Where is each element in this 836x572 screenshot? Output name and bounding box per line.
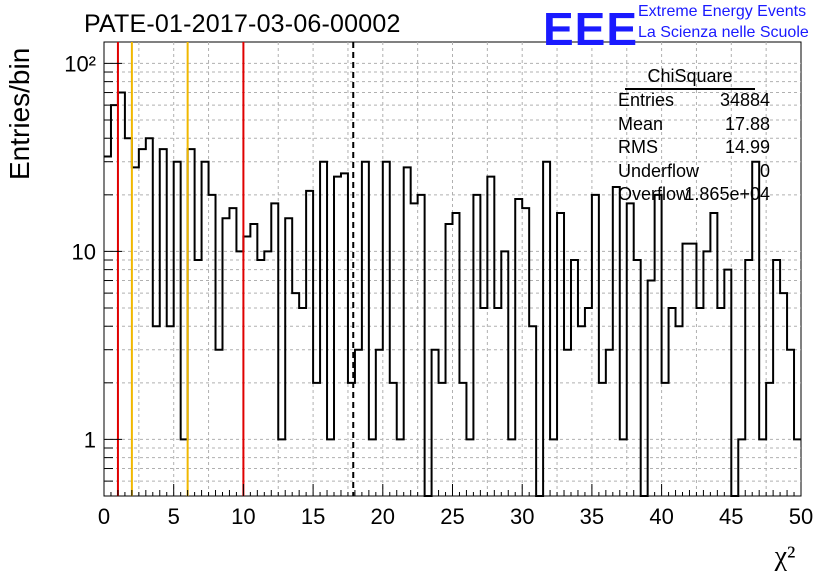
x-tick-label: 45 [719,504,743,529]
logo-line-2: La Scienza nelle Scuole [638,24,809,41]
logo-line-1: Extreme Energy Events [638,3,807,20]
stat-value: 17.88 [724,113,770,134]
stat-key: RMS [618,137,658,157]
stat-entries: Entries 34884 [610,90,770,114]
chart-title: PATE-01-2017-03-06-00002 [84,10,401,38]
x-tick-label: 15 [301,504,325,529]
stat-key: Overflow [618,184,690,204]
stat-rms: RMS 14.99 [610,137,770,161]
x-tick-label: 50 [789,504,813,529]
stat-mean: Mean 17.88 [610,114,770,138]
stat-value: 34884 [719,90,770,110]
y-tick-label: 1 [84,427,96,452]
x-tick-label: 30 [510,504,534,529]
stats-title: ChiSquare [610,62,770,90]
x-axis-label: χ² [774,541,796,572]
histogram-step-line [104,91,801,497]
stat-value: 14.99 [724,137,770,157]
stat-value: 1.865e+04 [684,184,770,204]
x-tick-label: 25 [440,504,464,529]
axis-ticks [103,62,802,497]
y-tick-label: 10² [64,51,96,76]
histogram [104,91,801,497]
stat-overflow: Overflow 1.865e+04 [610,184,770,208]
stat-key: Underflow [618,160,700,181]
x-tick-labels: 0 5 10 15 20 25 30 35 40 45 50 [98,504,813,529]
x-tick-label: 35 [580,504,604,529]
x-tick-label: 5 [168,504,180,529]
x-tick-label: 0 [98,504,110,529]
x-tick-label: 20 [371,504,395,529]
x-tick-label: 10 [231,504,255,529]
y-tick-label: 10 [72,239,96,264]
y-tick-labels: 1 10 10² [64,51,96,452]
y-axis-label: Entries/bin [4,47,35,180]
stat-key: Entries [618,90,675,110]
stat-value: 0 [759,160,770,181]
stat-key: Mean [618,113,664,134]
marker-lines [116,42,355,496]
stat-underflow: Underflow 0 [610,161,770,185]
eee-logo: EEE [543,3,639,55]
x-tick-label: 40 [649,504,673,529]
stats-box: ChiSquare Entries 34884 Mean 17.88 RMS 14.9… [610,62,770,204]
